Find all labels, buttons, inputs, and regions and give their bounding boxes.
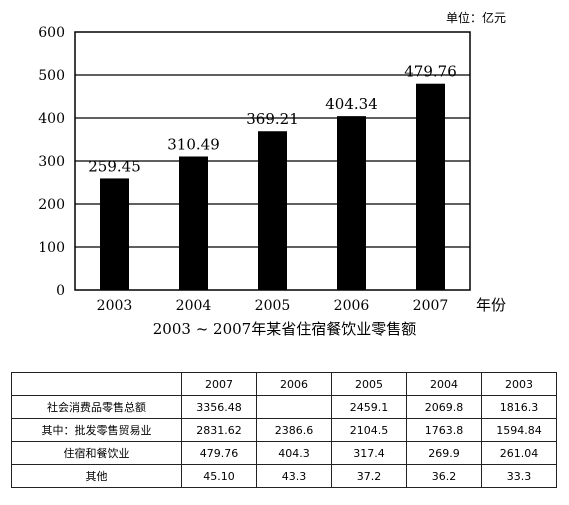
bar-value-label: 369.21 bbox=[246, 110, 299, 128]
unit-label: 单位：亿元 bbox=[446, 10, 506, 25]
table-row: 其他 45.10 43.3 37.2 36.2 33.3 bbox=[11, 464, 557, 488]
table-cell: 2386.6 bbox=[256, 418, 332, 442]
table-cell: 1763.8 bbox=[406, 418, 482, 442]
bar bbox=[416, 83, 445, 290]
table-cell: 317.4 bbox=[331, 441, 407, 465]
bar-value-label: 310.49 bbox=[167, 135, 220, 153]
table-row: 住宿和餐饮业 479.76 404.3 317.4 269.9 261.04 bbox=[11, 441, 557, 465]
y-tick-label: 400 bbox=[38, 111, 65, 127]
table-cell: 479.76 bbox=[181, 441, 257, 465]
x-axis-label: 年份 bbox=[476, 296, 506, 314]
table-row-label: 社会消费品零售总额 bbox=[11, 395, 182, 419]
y-tick-label: 100 bbox=[38, 240, 65, 256]
y-tick-label: 300 bbox=[38, 154, 65, 170]
table-cell: 1594.84 bbox=[481, 418, 557, 442]
table-header-cell: 2006 bbox=[256, 372, 332, 396]
table-cell: 2831.62 bbox=[181, 418, 257, 442]
bar-value-label: 479.76 bbox=[404, 63, 457, 81]
table-cell bbox=[256, 395, 332, 419]
table-cell: 43.3 bbox=[256, 464, 332, 488]
table-row-label: 其他 bbox=[11, 464, 182, 488]
y-tick-label: 200 bbox=[38, 197, 65, 213]
y-tick-label: 500 bbox=[38, 68, 65, 84]
table-row: 其中：批发零售贸易业 2831.62 2386.6 2104.5 1763.8 … bbox=[11, 418, 557, 442]
table-cell: 33.3 bbox=[481, 464, 557, 488]
table-cell: 3356.48 bbox=[181, 395, 257, 419]
table-header-cell: 2003 bbox=[481, 372, 557, 396]
bar bbox=[179, 156, 208, 290]
bar bbox=[100, 178, 129, 290]
bar-chart: 0 100 200 300 400 500 600 259.45 2003 310.49 2004 3… bbox=[38, 10, 506, 314]
table-row-label: 其中：批发零售贸易业 bbox=[11, 418, 182, 442]
y-tick-label: 0 bbox=[56, 283, 65, 299]
chart-title: 2003 ~ 2007年某省住宿餐饮业零售额 bbox=[152, 320, 417, 338]
table-header-cell: 2004 bbox=[406, 372, 482, 396]
table-cell: 2104.5 bbox=[331, 418, 407, 442]
table-header-cell: 2007 bbox=[181, 372, 257, 396]
table-cell: 45.10 bbox=[181, 464, 257, 488]
table-cell: 37.2 bbox=[331, 464, 407, 488]
table-cell: 2459.1 bbox=[331, 395, 407, 419]
y-tick-label: 600 bbox=[38, 25, 65, 41]
table-cell: 269.9 bbox=[406, 441, 482, 465]
x-tick-label: 2007 bbox=[413, 298, 449, 314]
x-tick-label: 2004 bbox=[176, 298, 212, 314]
table-cell: 404.3 bbox=[256, 441, 332, 465]
table-cell: 261.04 bbox=[481, 441, 557, 465]
x-tick-label: 2006 bbox=[334, 298, 370, 314]
bar bbox=[337, 116, 366, 291]
table-header-row: 2007 2006 2005 2004 2003 bbox=[11, 372, 557, 396]
table-header-cell: 2005 bbox=[331, 372, 407, 396]
bar-value-label: 259.45 bbox=[88, 157, 141, 175]
x-tick-label: 2003 bbox=[97, 298, 133, 314]
table-cell: 1816.3 bbox=[481, 395, 557, 419]
bar bbox=[258, 131, 287, 290]
table-row-label: 住宿和餐饮业 bbox=[11, 441, 182, 465]
table-header-cell bbox=[11, 372, 182, 396]
x-tick-label: 2005 bbox=[255, 298, 291, 314]
table-row: 社会消费品零售总额 3356.48 2459.1 2069.8 1816.3 bbox=[11, 395, 557, 419]
table-cell: 36.2 bbox=[406, 464, 482, 488]
chart-svg: 0 100 200 300 400 500 600 259.45 2003 310.49 2004 3… bbox=[38, 10, 506, 314]
bar-value-label: 404.34 bbox=[325, 95, 378, 113]
data-table: 2007 2006 2005 2004 2003 社会消费品零售总额 3356.… bbox=[11, 372, 557, 488]
table-cell: 2069.8 bbox=[406, 395, 482, 419]
